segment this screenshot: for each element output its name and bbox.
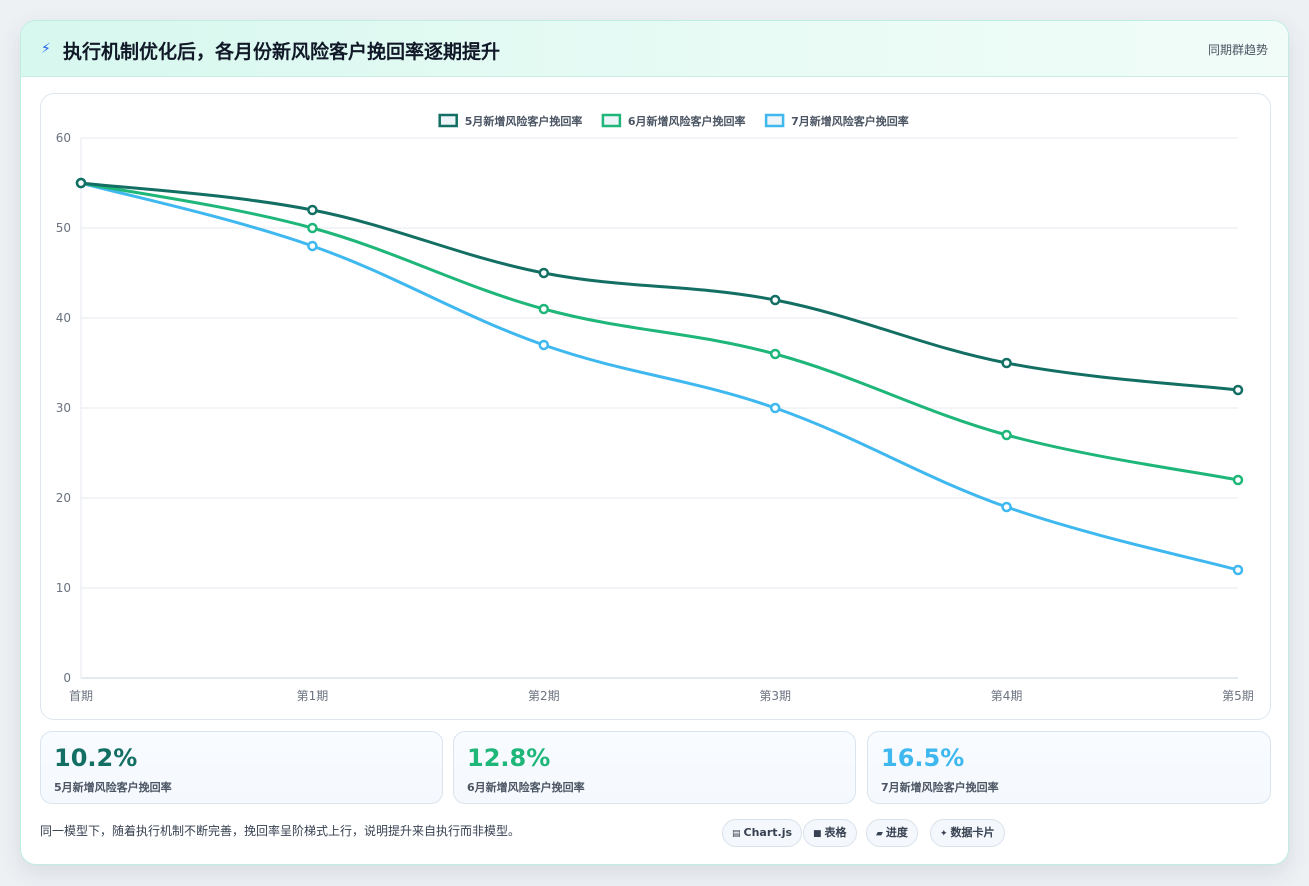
chip-data-cards[interactable]: ✦ 数据卡片: [930, 819, 1005, 847]
series-line: [79, 181, 1240, 572]
stat-card-june: 12.8% 6月新增风险客户挽回率: [453, 731, 856, 804]
data-point: [769, 402, 781, 414]
page-title: 执行机制优化后，各月份新风险客户挽回率逐期提升: [63, 41, 501, 63]
y-tick-label: 40: [56, 311, 71, 325]
legend-label: 6月新增风险客户挽回率: [628, 114, 746, 128]
stat-label: 6月新增风险客户挽回率: [467, 781, 585, 794]
legend-swatch: [438, 113, 458, 128]
line-chart: 0 10 20 30 40 50 60 首期 第1期 第2期 第3期 第4期 第5期 5月新增风险客户挽回…: [56, 113, 1254, 703]
card-header: ⚡ 执行机制优化后，各月份新风险客户挽回率逐期提升 同期群趋势: [21, 21, 1288, 77]
data-point: [1232, 564, 1244, 576]
table-icon: ■: [813, 829, 822, 839]
data-point: [769, 348, 781, 360]
progress-icon: ▰: [876, 829, 883, 839]
series-line: [79, 181, 1240, 482]
cohort-trend-link[interactable]: 同期群趋势: [1207, 43, 1268, 57]
legend-swatch: [764, 113, 785, 128]
stat-label: 5月新增风险客户挽回率: [54, 781, 172, 794]
data-point: [1001, 357, 1012, 369]
data-point: [538, 339, 550, 351]
stat-label: 7月新增风险客户挽回率: [881, 781, 999, 794]
chip-label: Chart.js: [743, 826, 793, 839]
footnote: 同一模型下，随着执行机制不断完善，挽回率呈阶梯式上行，说明提升来自执行而非模型。: [40, 824, 521, 838]
x-tick-label: 第4期: [991, 689, 1023, 703]
data-point: [1001, 501, 1012, 513]
data-point: [307, 204, 318, 216]
x-tick-label: 第1期: [297, 689, 329, 703]
stat-value: 10.2%: [54, 744, 138, 772]
chip-progress[interactable]: ▰ 进度: [866, 819, 918, 847]
chip-label: 表格: [824, 826, 847, 839]
chip-table[interactable]: ■ 表格: [803, 819, 857, 847]
chart-panel: 0 10 20 30 40 50 60 首期 第1期 第2期 第3期 第4期 第5期 5月新增风险客户挽回…: [40, 93, 1271, 720]
data-point: [1001, 429, 1012, 441]
x-tick-label: 第5期: [1222, 689, 1254, 703]
legend-swatch: [601, 113, 622, 128]
chip-chartjs[interactable]: ▤ Chart.js: [722, 819, 803, 847]
x-tick-label: 第2期: [528, 689, 560, 703]
chip-label: 数据卡片: [950, 826, 995, 839]
sparkle-icon: ✦: [940, 829, 948, 839]
x-tick-label: 第3期: [759, 689, 791, 703]
legend-label: 7月新增风险客户挽回率: [791, 114, 909, 128]
stat-value: 12.8%: [467, 744, 551, 772]
legend-label: 5月新增风险客户挽回率: [465, 114, 583, 128]
y-tick-label: 20: [56, 491, 71, 505]
stat-card-may: 10.2% 5月新增风险客户挽回率: [40, 731, 443, 804]
data-point: [75, 177, 87, 189]
y-tick-label: 0: [63, 671, 71, 685]
trend-card: ⚡ 执行机制优化后，各月份新风险客户挽回率逐期提升 同期群趋势 0 10 20 30 4…: [20, 20, 1289, 865]
stat-value: 16.5%: [881, 744, 965, 772]
y-tick-label: 60: [56, 131, 71, 145]
lightning-icon: ⚡: [41, 41, 51, 57]
series-line: [79, 181, 1240, 392]
data-point: [538, 303, 550, 315]
data-point: [769, 294, 781, 306]
x-tick-label: 首期: [69, 689, 93, 703]
data-point: [307, 240, 318, 252]
data-point: [307, 222, 318, 234]
stat-card-july: 16.5% 7月新增风险客户挽回率: [867, 731, 1271, 804]
data-point: [538, 267, 550, 279]
chip-label: 进度: [885, 826, 908, 839]
data-point: [1232, 474, 1244, 486]
y-tick-label: 10: [56, 581, 71, 595]
y-tick-label: 50: [56, 221, 71, 235]
data-point: [1232, 384, 1244, 396]
chart-icon: ▤: [732, 829, 741, 839]
y-tick-label: 30: [56, 401, 71, 415]
